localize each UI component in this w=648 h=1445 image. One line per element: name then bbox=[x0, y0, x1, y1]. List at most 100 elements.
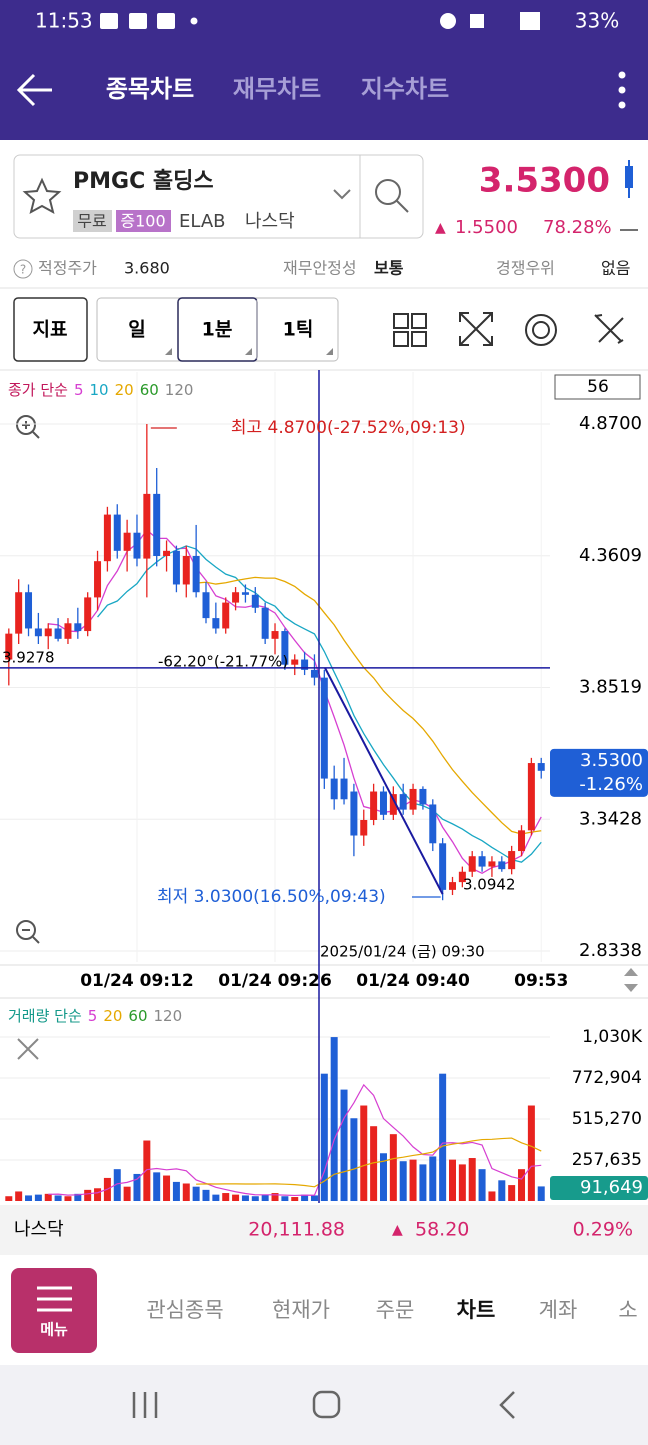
y-tick-label: 4.8700 bbox=[579, 413, 642, 434]
ma-line bbox=[196, 576, 542, 835]
more-button[interactable] bbox=[618, 71, 626, 109]
volume-bar bbox=[64, 1196, 72, 1201]
status-icons bbox=[100, 12, 540, 30]
close-icon[interactable] bbox=[17, 1038, 39, 1060]
volume-legend: 거래량 단순 5 20 60 120 bbox=[8, 1007, 182, 1025]
candle-body bbox=[251, 594, 259, 608]
candle-body bbox=[458, 871, 466, 883]
battery: 33% bbox=[575, 9, 619, 33]
candle-body bbox=[64, 623, 72, 639]
volume-bar bbox=[241, 1195, 249, 1201]
dropdown[interactable] bbox=[333, 189, 351, 200]
info-value: 3.680 bbox=[124, 259, 170, 278]
volume-bar bbox=[301, 1194, 309, 1201]
legend-period: 120 bbox=[154, 1007, 183, 1025]
nav-tab[interactable]: 소 bbox=[618, 1298, 637, 1322]
volume-bar bbox=[498, 1180, 506, 1201]
index-name: 나스닥 bbox=[14, 1219, 64, 1240]
candle-body bbox=[389, 794, 397, 815]
nav-tab[interactable]: 현재가 bbox=[272, 1298, 330, 1322]
current-volume: 91,649 bbox=[580, 1177, 643, 1198]
candle-body bbox=[143, 493, 151, 559]
tab[interactable]: 종목차트 bbox=[106, 75, 194, 103]
indicator-button[interactable] bbox=[13, 297, 88, 362]
legend-period: 20 bbox=[103, 1007, 122, 1025]
volume-bar bbox=[202, 1189, 210, 1201]
candle-body bbox=[232, 592, 240, 603]
candle-body bbox=[429, 804, 437, 844]
help-icon[interactable] bbox=[13, 259, 33, 279]
volume-bar bbox=[113, 1169, 121, 1201]
star-icon[interactable] bbox=[22, 177, 62, 214]
volume-bar bbox=[84, 1189, 92, 1201]
legend: 종가 단순 5 10 20 60 120 bbox=[8, 381, 193, 399]
nav-tab[interactable]: 관심종목 bbox=[146, 1298, 223, 1322]
candle-body bbox=[103, 514, 111, 562]
toolbar-icons[interactable] bbox=[393, 312, 624, 347]
candle-body bbox=[399, 794, 407, 810]
zoom-icons[interactable] bbox=[16, 415, 40, 944]
help-mark: ? bbox=[20, 263, 26, 277]
search-icon[interactable] bbox=[375, 179, 409, 213]
volume-bar bbox=[429, 1156, 437, 1201]
x-tick-label: 09:53 bbox=[514, 971, 568, 991]
period[interactable]: 일 bbox=[128, 319, 145, 341]
y-tick-label: 3.8519 bbox=[579, 677, 642, 698]
candle-body bbox=[291, 659, 299, 665]
tab[interactable]: 지수차트 bbox=[361, 75, 449, 103]
tab[interactable]: 재무차트 bbox=[233, 75, 321, 103]
nav-tab[interactable]: 주문 bbox=[376, 1298, 415, 1322]
volume-bar bbox=[94, 1188, 102, 1201]
volume-bar bbox=[143, 1140, 151, 1201]
candle-body bbox=[488, 861, 496, 867]
trendline bbox=[324, 667, 444, 895]
scroll-arrows[interactable] bbox=[624, 968, 638, 992]
price: 3.5300 bbox=[479, 161, 610, 201]
candle-body bbox=[25, 592, 33, 629]
index-pct: 0.29% bbox=[573, 1219, 633, 1241]
period[interactable]: 1분 bbox=[202, 319, 233, 341]
period[interactable]: 1틱 bbox=[283, 319, 314, 341]
volume-bar bbox=[25, 1195, 33, 1201]
volume-bar bbox=[320, 1073, 328, 1201]
badge: ELAB bbox=[179, 211, 225, 232]
candle-body bbox=[340, 778, 348, 800]
legend-period: 5 bbox=[74, 381, 84, 399]
badge: 증100 bbox=[120, 212, 165, 231]
back-button[interactable] bbox=[16, 73, 52, 107]
candle-body bbox=[301, 659, 309, 670]
clock: 11:53 bbox=[35, 9, 93, 33]
candle-body bbox=[350, 791, 358, 836]
badge-bg bbox=[116, 210, 171, 232]
current-price: 3.5300 bbox=[580, 750, 643, 771]
volume-bar bbox=[458, 1164, 466, 1201]
volume-bar bbox=[123, 1186, 131, 1201]
index-change: 58.20 bbox=[415, 1219, 469, 1241]
candle-body bbox=[478, 856, 486, 867]
nav-tab[interactable]: 계좌 bbox=[539, 1298, 578, 1322]
change-pct: 78.28% bbox=[543, 217, 612, 238]
volume-bar bbox=[34, 1194, 42, 1201]
system-nav[interactable] bbox=[132, 1390, 515, 1419]
y-tick-label: 772,904 bbox=[572, 1068, 642, 1088]
volume-ma-line bbox=[196, 1137, 542, 1188]
volume-bar bbox=[518, 1169, 526, 1201]
candle-body bbox=[94, 561, 102, 598]
candle-body bbox=[537, 763, 545, 771]
info-value: 보통 bbox=[374, 259, 404, 278]
candle-body bbox=[202, 592, 210, 619]
up-arrow: ▲ bbox=[435, 220, 446, 236]
volume-bar bbox=[409, 1159, 417, 1201]
y-tick-label: 515,270 bbox=[572, 1109, 642, 1129]
candle-body bbox=[261, 607, 269, 639]
crosshair-time: 2025/01/24 (금) 09:30 bbox=[320, 943, 485, 961]
candle-body bbox=[439, 843, 447, 890]
candle-body bbox=[212, 618, 220, 629]
nav-tab[interactable]: 차트 bbox=[457, 1298, 496, 1322]
volume-bar bbox=[281, 1196, 289, 1201]
y-tick-label: 4.3609 bbox=[579, 545, 642, 566]
candle-body bbox=[409, 788, 417, 810]
y-tick-label: 257,635 bbox=[572, 1150, 642, 1170]
